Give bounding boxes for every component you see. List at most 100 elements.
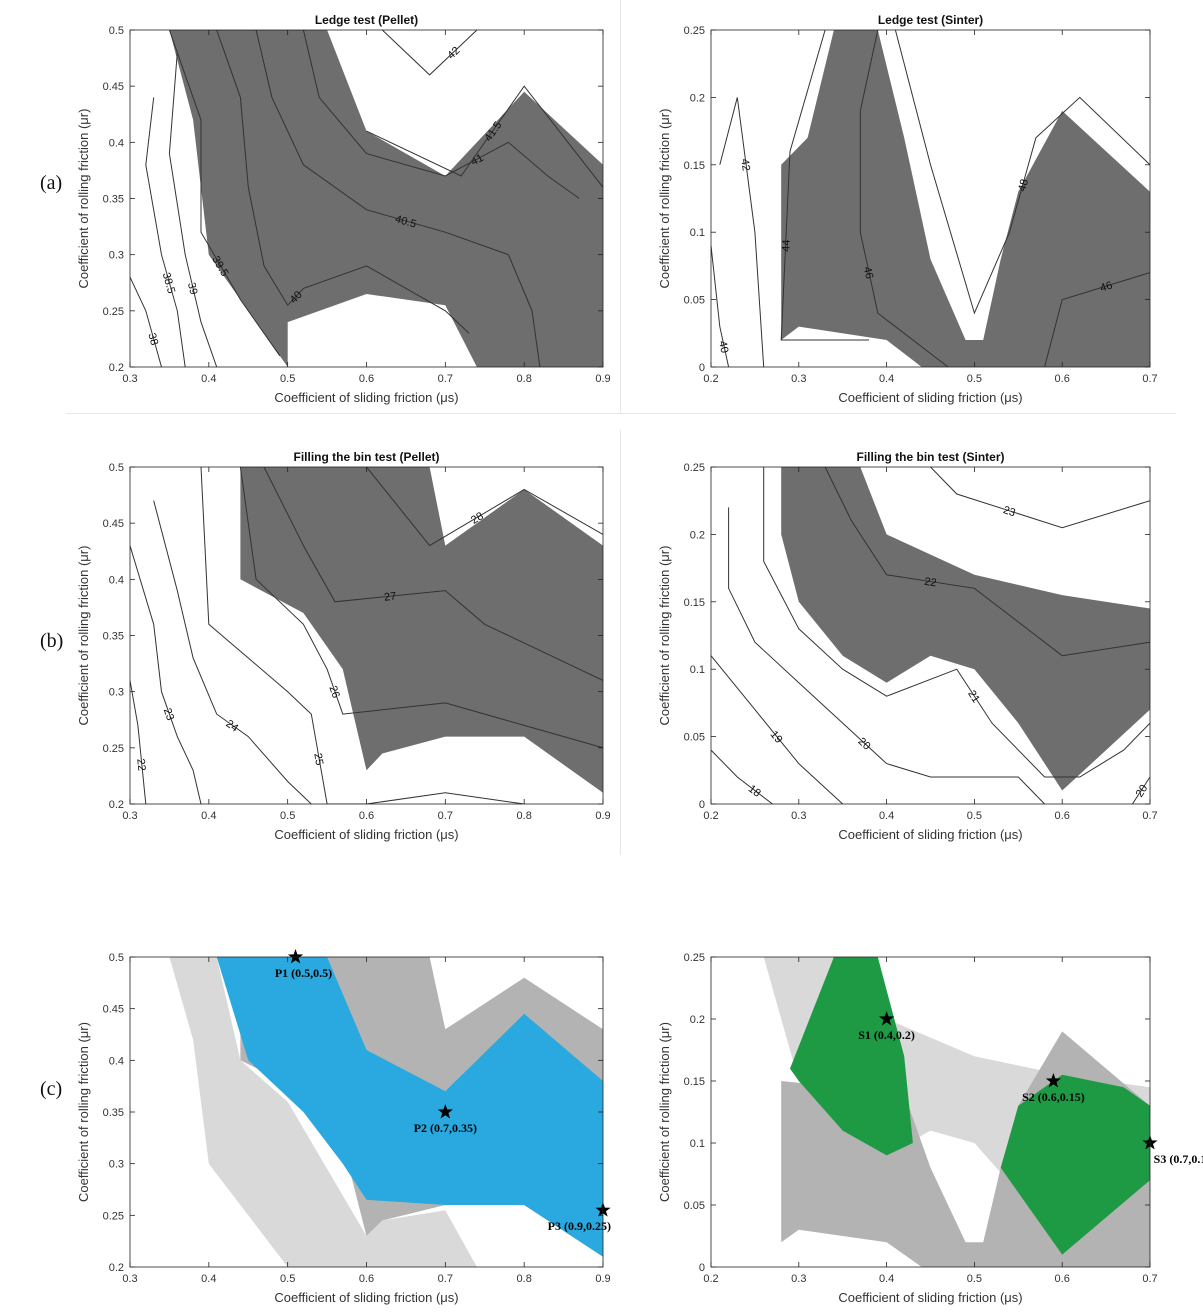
y-tick-label: 0.1 [690, 664, 705, 676]
y-tick-label: 0.4 [109, 137, 124, 149]
contour-label-25: 25 [311, 752, 325, 766]
axes-frame [710, 466, 1151, 805]
chart-title: Ledge test (Sinter) [878, 13, 983, 27]
contour-line-48 [894, 30, 1150, 315]
y-tick-label: 0.25 [103, 743, 124, 755]
x-tick-label: 0.4 [879, 810, 894, 822]
y-tick-label: 0.2 [690, 1014, 705, 1026]
plot-layer [169, 957, 603, 1267]
y-tick-label: 0.2 [690, 529, 705, 541]
contour-line-39 [168, 52, 218, 367]
y-tick-label: 0.25 [684, 462, 705, 474]
x-tick-label: 0.5 [967, 1273, 982, 1285]
contour-line-40-5 [255, 30, 541, 367]
y-tick-label: 0.05 [684, 295, 705, 307]
y-axis-label: Coefficient of rolling friction (μr) [657, 1022, 672, 1202]
y-tick-label: 0.2 [690, 92, 705, 104]
contour-label-21: 21 [965, 688, 982, 705]
point-label-s3-0-7-0-1: S3 (0.7,0.1) [1154, 1152, 1203, 1166]
axes-frame [710, 956, 1151, 1268]
contour-label-42: 42 [738, 158, 751, 172]
plot-layer [763, 957, 1150, 1267]
y-tick-label: 0.45 [103, 81, 124, 93]
contour-line-42 [381, 30, 478, 76]
contour-line-22 [130, 680, 147, 804]
contour-label-18: 18 [746, 783, 763, 800]
x-tick-label: 0.7 [1142, 810, 1157, 822]
contour-line-46 [859, 30, 949, 367]
contour-line-23 [930, 467, 1150, 529]
x-tick-label: 0.8 [517, 810, 532, 822]
contour-label-23: 23 [161, 707, 176, 723]
row-label-c: (c) [40, 1078, 63, 1100]
x-tick-label: 0.7 [438, 810, 453, 822]
point-label-p2-0-7-0-35: P2 (0.7,0.35) [414, 1121, 477, 1135]
x-tick-label: 0.5 [967, 373, 982, 385]
y-tick-label: 0.45 [103, 1004, 124, 1016]
y-tick-label: 0.25 [103, 1210, 124, 1222]
contour-label-22: 22 [923, 576, 937, 590]
x-tick-label: 0.5 [280, 1273, 295, 1285]
x-axis-label: Coefficient of sliding friction (μs) [274, 1290, 458, 1305]
y-tick-label: 0.05 [684, 1200, 705, 1212]
y-tick-label: 0.4 [109, 1055, 124, 1067]
region-sinter_region-2 [790, 957, 913, 1156]
contour-line-38 [130, 276, 162, 367]
x-tick-label: 0.4 [201, 1273, 216, 1285]
region-feasible_fill-0 [781, 30, 1150, 367]
contour-label-38-5: 38.5 [160, 271, 177, 295]
row-label-a: (a) [40, 172, 63, 194]
y-tick-label: 0.1 [690, 1138, 705, 1150]
y-tick-label: 0 [699, 1262, 705, 1274]
contour-line-39-5 [168, 30, 281, 357]
x-axis-label: Coefficient of sliding friction (μs) [838, 390, 1022, 405]
x-axis-label: Coefficient of sliding friction (μs) [274, 827, 458, 842]
y-tick-label: 0.25 [103, 306, 124, 318]
point-label-s1-0-4-0-2: S1 (0.4,0.2) [858, 1028, 915, 1042]
x-tick-label: 0.2 [703, 1273, 718, 1285]
contour-line-27 [263, 467, 603, 681]
contour-line-28 [366, 467, 603, 547]
x-tick-label: 0.6 [1055, 1273, 1070, 1285]
chart-overlap-sinter: S1 (0.4,0.2) S2 (0.6,0.15) S3 (0.7,0.1) 0.2… [657, 952, 1203, 1305]
contour-line-42 [719, 97, 765, 367]
region-overlay_light-0 [169, 957, 477, 1267]
y-tick-label: 0.2 [109, 1262, 124, 1274]
y-tick-label: 0.3 [109, 250, 124, 262]
region-feasible_fill-0 [781, 467, 1150, 791]
contour-line-20 [1131, 776, 1150, 804]
x-tick-label: 0.7 [438, 373, 453, 385]
y-tick-label: 0.15 [684, 1076, 705, 1088]
point-label-p3-0-9-0-25: P3 (0.9,0.25) [548, 1219, 611, 1233]
x-tick-label: 0.2 [703, 373, 718, 385]
panel-divider-vertical-a [620, 0, 621, 413]
contour-line-44 [780, 30, 869, 341]
region-sinter_region-3 [1000, 1074, 1150, 1255]
contour-line-41-5 [366, 85, 603, 188]
contour-line-40 [216, 30, 470, 334]
x-tick-label: 0.6 [359, 1273, 374, 1285]
region-pellet_region-2 [216, 957, 603, 1257]
x-tick-label: 0.6 [359, 373, 374, 385]
x-tick-label: 0.9 [595, 1273, 610, 1285]
y-tick-label: 0.15 [684, 597, 705, 609]
contour-line-25 [200, 467, 525, 804]
x-tick-label: 0.3 [791, 810, 806, 822]
y-tick-label: 0.4 [109, 574, 124, 586]
contour-label-20: 20 [1134, 783, 1151, 800]
x-tick-label: 0.9 [595, 373, 610, 385]
region-feasible_fill-0 [240, 467, 603, 793]
x-tick-label: 0.4 [201, 373, 216, 385]
contour-line-26 [239, 467, 603, 749]
x-tick-label: 0.3 [791, 373, 806, 385]
x-tick-label: 0.7 [438, 1273, 453, 1285]
chart-title: Ledge test (Pellet) [315, 13, 418, 27]
y-tick-label: 0 [699, 799, 705, 811]
axes-frame [710, 29, 1151, 368]
contour-label-38: 38 [145, 332, 160, 347]
y-tick-label: 0.45 [103, 518, 124, 530]
region-feasible_fill-0 [169, 30, 603, 367]
contour-line-22 [824, 467, 1150, 657]
